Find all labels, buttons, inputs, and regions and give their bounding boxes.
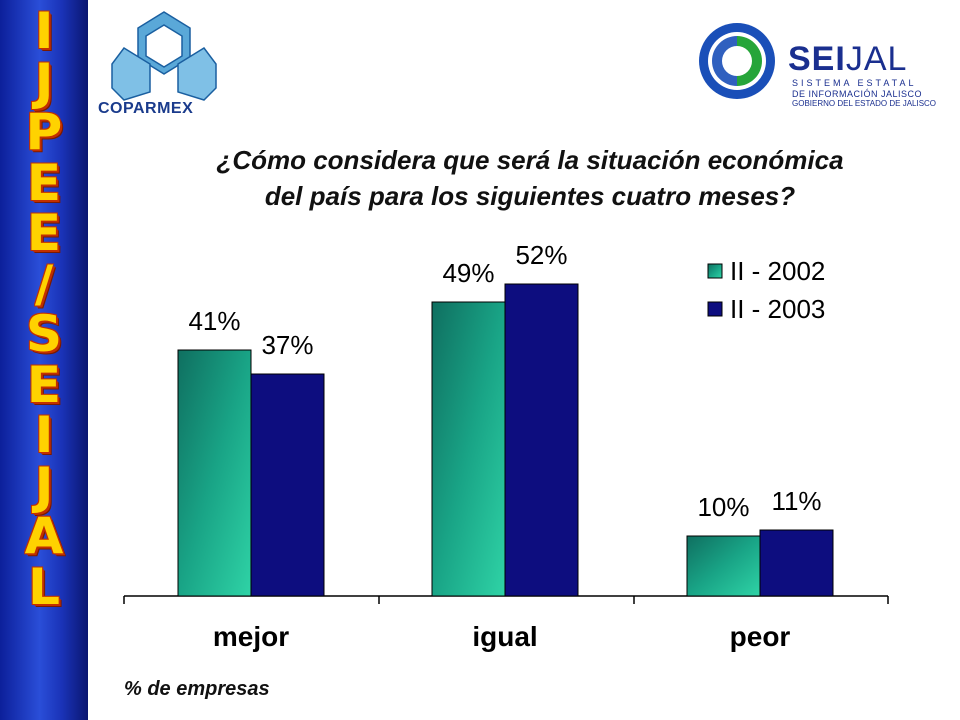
seijal-emblem: [699, 23, 775, 99]
bar-mejor-ii-2002: [177, 349, 252, 597]
sidebar-letter: S: [25, 305, 62, 363]
data-label: 37%: [261, 330, 313, 360]
footnote: % de empresas: [124, 678, 270, 700]
sidebar-letter: E: [26, 204, 62, 262]
data-label: 10%: [697, 492, 749, 522]
sidebar-letter: P: [25, 103, 63, 161]
legend-label: II - 2003: [730, 294, 825, 324]
bar-mejor-ii-2003: [250, 373, 325, 597]
seijal-line3: GOBIERNO DEL ESTADO DE JALISCO: [792, 99, 937, 108]
x-tick-label: peor: [730, 621, 791, 652]
vertical-title: I J P E E / S E I J A L: [0, 6, 88, 612]
x-tick-label: igual: [472, 621, 537, 652]
data-label: 52%: [515, 240, 567, 270]
seijal-line2: DE INFORMACIÓN JALISCO: [792, 89, 923, 99]
coparmex-logo: COPARMEX: [94, 8, 234, 120]
bar-peor-ii-2002: [686, 535, 761, 597]
data-label: 11%: [771, 486, 821, 516]
sidebar-letter: E: [26, 355, 62, 414]
bar-peor-ii-2003: [759, 529, 834, 597]
seijal-line1: SISTEMA ESTATAL: [792, 78, 917, 88]
chart-title: ¿Cómo considera que será la situación ec…: [110, 142, 950, 214]
x-tick-label: mejor: [213, 621, 289, 652]
sidebar-letter: /: [34, 254, 54, 313]
sidebar-letter: I: [34, 2, 54, 60]
chart-title-line2: del país para los siguientes cuatro mese…: [264, 181, 796, 211]
coparmex-wordmark: COPARMEX: [98, 100, 194, 117]
sidebar-letter: E: [26, 153, 62, 212]
seijal-logo: SEIJAL SISTEMA ESTATAL DE INFORMACIÓN JA…: [696, 18, 946, 108]
sidebar-banner: I J P E E / S E I J A L: [0, 0, 88, 720]
legend-label: II - 2002: [730, 256, 825, 286]
sidebar-letter: J: [34, 52, 54, 111]
chart-title-line1: ¿Cómo considera que será la situación ec…: [216, 145, 844, 175]
sidebar-letter: A: [24, 507, 64, 565]
sidebar-letter: J: [34, 456, 54, 515]
bar-igual-ii-2002: [431, 301, 506, 597]
data-label: 49%: [442, 258, 494, 288]
bar-igual-ii-2003: [504, 283, 579, 597]
sidebar-letter: I: [34, 406, 54, 464]
legend-swatch: [707, 263, 723, 279]
sidebar-letter: L: [28, 557, 60, 616]
seijal-wordmark: SEIJAL: [788, 40, 908, 78]
data-label: 41%: [188, 306, 240, 336]
legend-swatch: [707, 301, 723, 317]
